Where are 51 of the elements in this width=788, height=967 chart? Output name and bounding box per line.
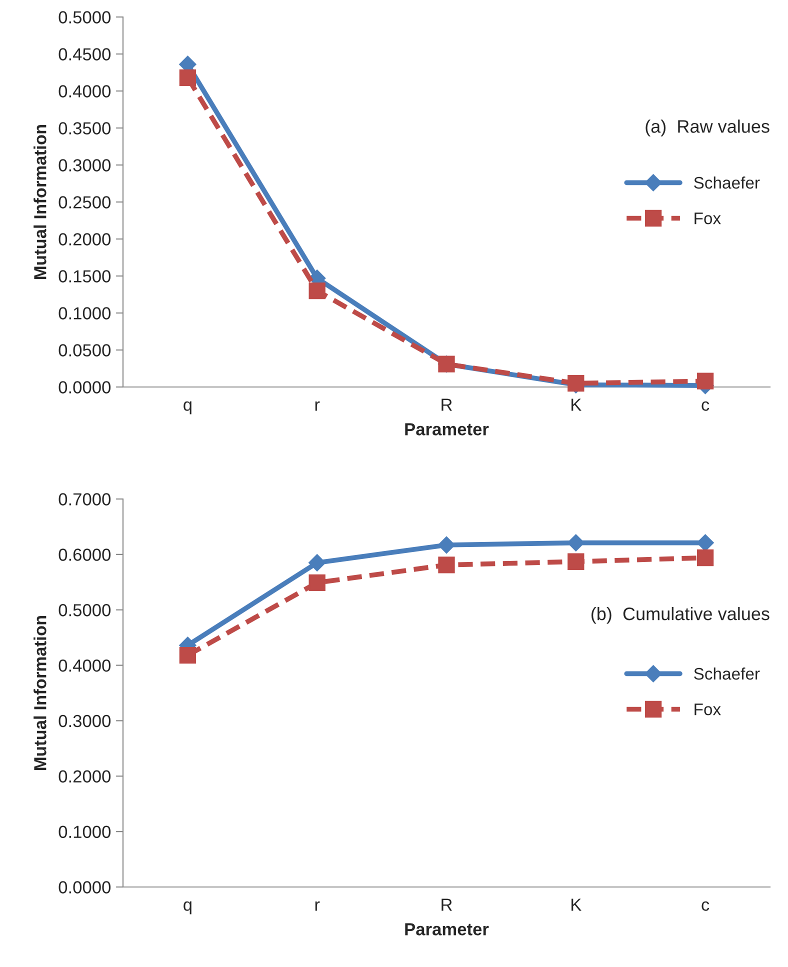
point xyxy=(438,536,456,554)
point xyxy=(568,553,584,570)
point xyxy=(179,646,196,664)
y-tick-label: 0.3000 xyxy=(58,714,111,728)
x-tick-label: R xyxy=(442,898,452,911)
y-tick-label: 0.3500 xyxy=(58,122,111,134)
legend-label: Schaefer xyxy=(694,176,760,189)
annotation: (b) Cumulative values xyxy=(592,606,770,624)
y-tick-label: 0.5000 xyxy=(58,11,111,24)
point xyxy=(567,534,584,552)
y-tick-label: 0.5000 xyxy=(58,604,111,616)
y-tick-label: 0.6000 xyxy=(58,548,111,561)
x-axis-title: Parameter xyxy=(405,423,489,436)
y-tick-label: 0.0000 xyxy=(58,881,111,894)
y-axis-title: Mutual Information xyxy=(34,616,46,770)
x-tick-label: K xyxy=(572,398,582,411)
y-tick-label: 0.4000 xyxy=(58,659,111,672)
point xyxy=(308,282,326,300)
legend-label: Schaefer xyxy=(694,667,760,680)
y-tick-label: 0.3000 xyxy=(58,159,111,172)
y-tick-label: 0.2000 xyxy=(58,233,111,246)
y-tick-label: 0.1000 xyxy=(58,307,111,320)
x-axis-title: Parameter xyxy=(405,923,489,936)
legend-label: Fox xyxy=(694,212,721,224)
y-tick-label: 0.0000 xyxy=(58,381,111,394)
point xyxy=(438,556,455,574)
point xyxy=(696,549,714,566)
y-tick-label: 0.7000 xyxy=(58,493,111,506)
point xyxy=(179,69,196,86)
annotation: (a) Raw values xyxy=(646,120,770,136)
y-tick-label: 0.1000 xyxy=(58,826,111,838)
point xyxy=(308,554,326,572)
point xyxy=(696,534,714,552)
y-tick-label: 0.0500 xyxy=(58,344,111,356)
legend-label: Fox xyxy=(694,704,721,716)
x-tick-label: K xyxy=(572,898,582,911)
y-tick-label: 0.4500 xyxy=(58,48,111,60)
x-tick-label: c xyxy=(702,401,710,411)
point xyxy=(696,372,714,390)
x-tick-label: r xyxy=(315,901,320,911)
y-tick-label: 0.2000 xyxy=(58,770,111,783)
x-tick-label: R xyxy=(442,398,452,411)
y-tick-label: 0.1500 xyxy=(58,270,111,282)
y-tick-label: 0.4000 xyxy=(58,85,111,98)
x-tick-label: r xyxy=(315,401,320,411)
point xyxy=(308,574,326,592)
x-tick-label: q xyxy=(184,401,192,414)
y-tick-label: 0.2500 xyxy=(58,196,111,208)
y-axis-title: Mutual Information xyxy=(34,124,46,279)
x-tick-label: q xyxy=(184,901,192,914)
x-tick-label: c xyxy=(702,901,710,911)
